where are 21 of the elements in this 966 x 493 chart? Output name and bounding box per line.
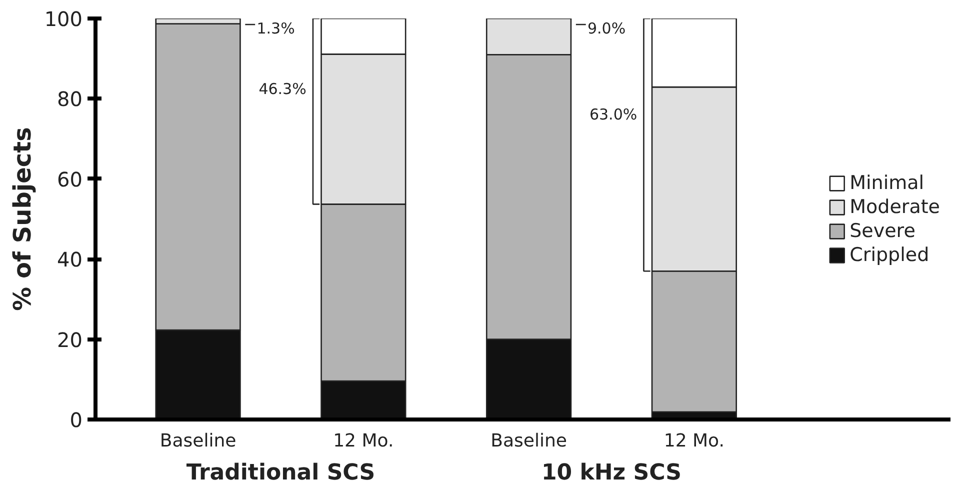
annotation: 9.0% [587,20,626,38]
annotation: 63.0% [589,106,638,124]
annotation: 1.3% [256,20,295,38]
text: Traditional SCS [186,460,376,486]
annotation: 46.3% [258,80,306,98]
x-tick-label: Baseline [160,430,236,452]
text: 10 kHz SCS [541,460,682,486]
x-tick-label: Baseline [490,430,567,452]
legend-label: Severe [850,220,916,242]
x-tick-label: 12 Mo. [333,430,394,452]
y-tick-label: 60 [57,167,83,192]
legend-label: Minimal [850,172,924,194]
y-axis-title: % of Subjects [8,127,36,311]
legend-label: Crippled [850,244,930,266]
y-tick-label: 80 [57,87,83,112]
y-tick-label: 40 [57,248,83,272]
x-tick-label: 12 Mo. [664,430,724,452]
y-tick-label: 100 [44,7,83,31]
legend-label: Moderate [850,196,940,218]
y-tick-label: 20 [57,328,83,352]
y-tick-label: 0 [70,408,83,432]
